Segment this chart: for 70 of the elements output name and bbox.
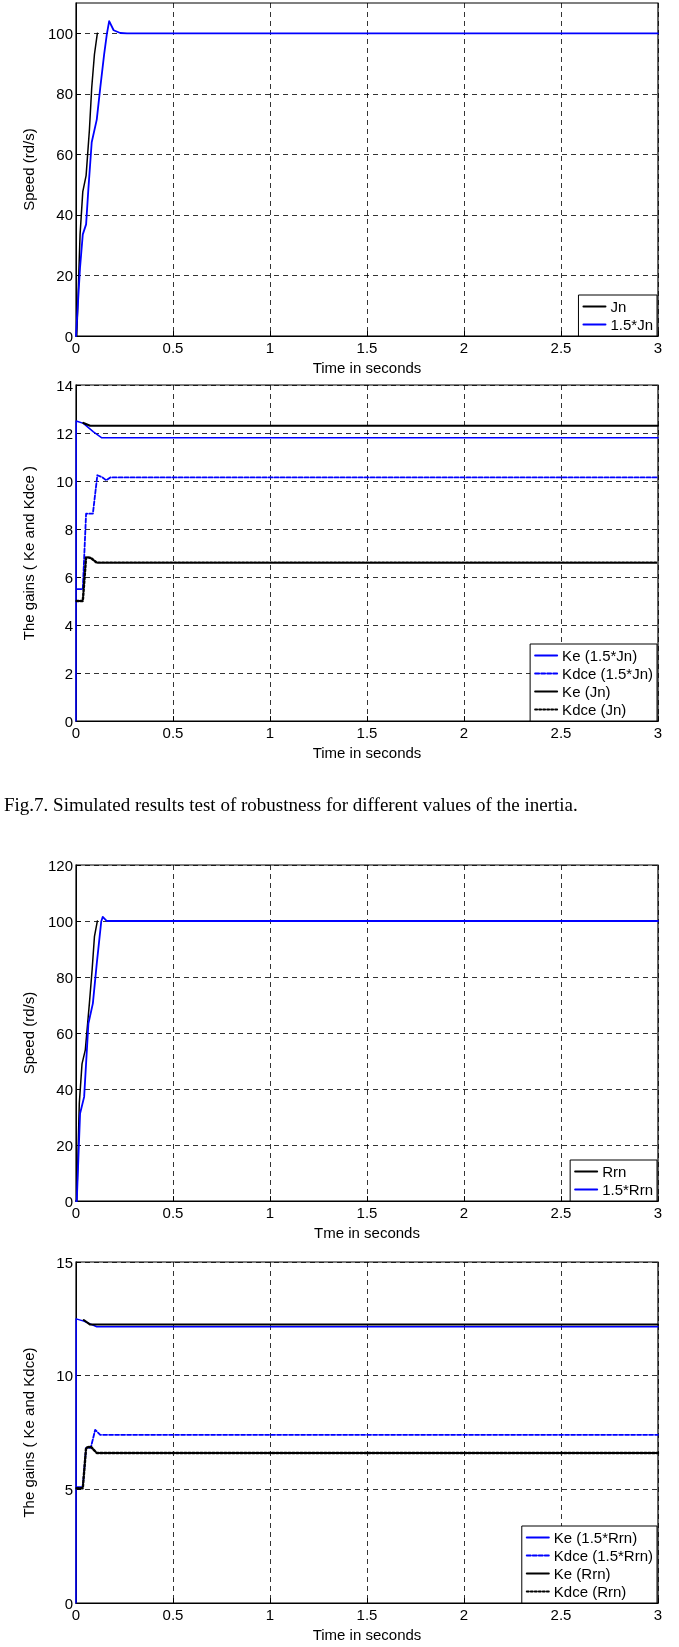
y-axis-title: Speed (rd/s) bbox=[20, 128, 37, 211]
y-tick-label: 0 bbox=[64, 327, 73, 345]
y-tick-label: 15 bbox=[56, 1253, 73, 1271]
x-tick-label: 1 bbox=[265, 724, 275, 742]
legend-label: Kdce (Rrn) bbox=[553, 1583, 627, 1600]
y-tick-label: 10 bbox=[56, 472, 73, 490]
x-axis-title: Time in seconds bbox=[312, 1626, 422, 1643]
x-tick-label: 1.5 bbox=[356, 1204, 378, 1222]
y-axis-title: Speed (rd/s) bbox=[20, 991, 37, 1075]
y-tick-label: 40 bbox=[56, 206, 73, 224]
x-tick-label: 0.5 bbox=[162, 339, 184, 357]
x-tick-label: 1.5 bbox=[356, 339, 378, 357]
legend-label: Ke (1.5*Jn) bbox=[562, 647, 638, 664]
legend-label: Ke (Jn) bbox=[562, 683, 611, 700]
x-tick-label: 3 bbox=[653, 724, 663, 742]
x-tick-label: 2.5 bbox=[550, 1204, 572, 1222]
x-axis-title: Time in seconds bbox=[312, 359, 422, 376]
x-axis-title: Tme in seconds bbox=[314, 1224, 420, 1241]
legend-label: Ke (Rrn) bbox=[553, 1565, 611, 1582]
x-tick-label: 3 bbox=[653, 339, 663, 357]
x-tick-label: 1 bbox=[265, 1204, 275, 1222]
legend-label: Kdce (1.5*Jn) bbox=[562, 665, 654, 682]
y-tick-label: 80 bbox=[56, 968, 73, 986]
y-tick-label: 20 bbox=[56, 1136, 73, 1154]
legend-label: Kdce (1.5*Rrn) bbox=[553, 1547, 654, 1564]
y-tick-label: 20 bbox=[56, 267, 73, 285]
x-tick-label: 2 bbox=[459, 724, 469, 742]
y-tick-label: 0 bbox=[64, 1192, 73, 1210]
y-tick-label: 0 bbox=[64, 712, 73, 730]
y-tick-label: 100 bbox=[47, 912, 73, 930]
y-tick-label: 0 bbox=[64, 1594, 73, 1612]
x-tick-label: 1 bbox=[265, 339, 275, 357]
y-tick-label: 5 bbox=[64, 1480, 73, 1498]
x-tick-label: 1.5 bbox=[356, 1606, 378, 1624]
legend-label: Kdce (Jn) bbox=[562, 701, 627, 718]
y-tick-label: 60 bbox=[56, 145, 73, 163]
legend-label: Jn bbox=[610, 298, 627, 315]
y-tick-label: 40 bbox=[56, 1080, 73, 1098]
y-tick-label: 2 bbox=[64, 664, 73, 682]
y-tick-label: 6 bbox=[64, 568, 73, 586]
y-tick-label: 10 bbox=[56, 1367, 73, 1385]
legend-label: 1.5*Jn bbox=[610, 316, 654, 333]
x-tick-label: 2 bbox=[459, 1204, 469, 1222]
y-tick-label: 14 bbox=[56, 376, 73, 394]
y-tick-label: 120 bbox=[47, 856, 73, 874]
x-axis-title: Time in seconds bbox=[312, 744, 422, 761]
x-tick-label: 0.5 bbox=[162, 1606, 184, 1624]
x-tick-label: 3 bbox=[653, 1606, 663, 1624]
y-tick-label: 80 bbox=[56, 85, 73, 103]
y-tick-label: 4 bbox=[64, 616, 73, 634]
caption: Fig.7. Simulated results test of robustness for different values of the inertia. bbox=[4, 793, 579, 816]
x-tick-label: 1.5 bbox=[356, 724, 378, 742]
y-tick-label: 100 bbox=[47, 24, 73, 42]
y-tick-label: 60 bbox=[56, 1024, 73, 1042]
x-tick-label: 1 bbox=[265, 1606, 275, 1624]
x-tick-label: 2 bbox=[459, 339, 469, 357]
x-tick-label: 3 bbox=[653, 1204, 663, 1222]
legend-label: 1.5*Rrn bbox=[602, 1181, 653, 1198]
y-axis-title: The gains ( Ke and Kdce ) bbox=[20, 465, 37, 641]
x-tick-label: 0.5 bbox=[162, 724, 184, 742]
y-tick-label: 8 bbox=[64, 520, 73, 538]
legend-label: Rrn bbox=[602, 1163, 627, 1180]
y-axis-title: The gains ( Ke and Kdce) bbox=[20, 1347, 37, 1518]
x-tick-label: 2.5 bbox=[550, 339, 572, 357]
x-tick-label: 2 bbox=[459, 1606, 469, 1624]
x-tick-label: 0.5 bbox=[162, 1204, 184, 1222]
legend-label: Ke (1.5*Rrn) bbox=[553, 1529, 638, 1546]
y-tick-label: 12 bbox=[56, 424, 73, 442]
x-tick-label: 2.5 bbox=[550, 1606, 572, 1624]
x-tick-label: 2.5 bbox=[550, 724, 572, 742]
